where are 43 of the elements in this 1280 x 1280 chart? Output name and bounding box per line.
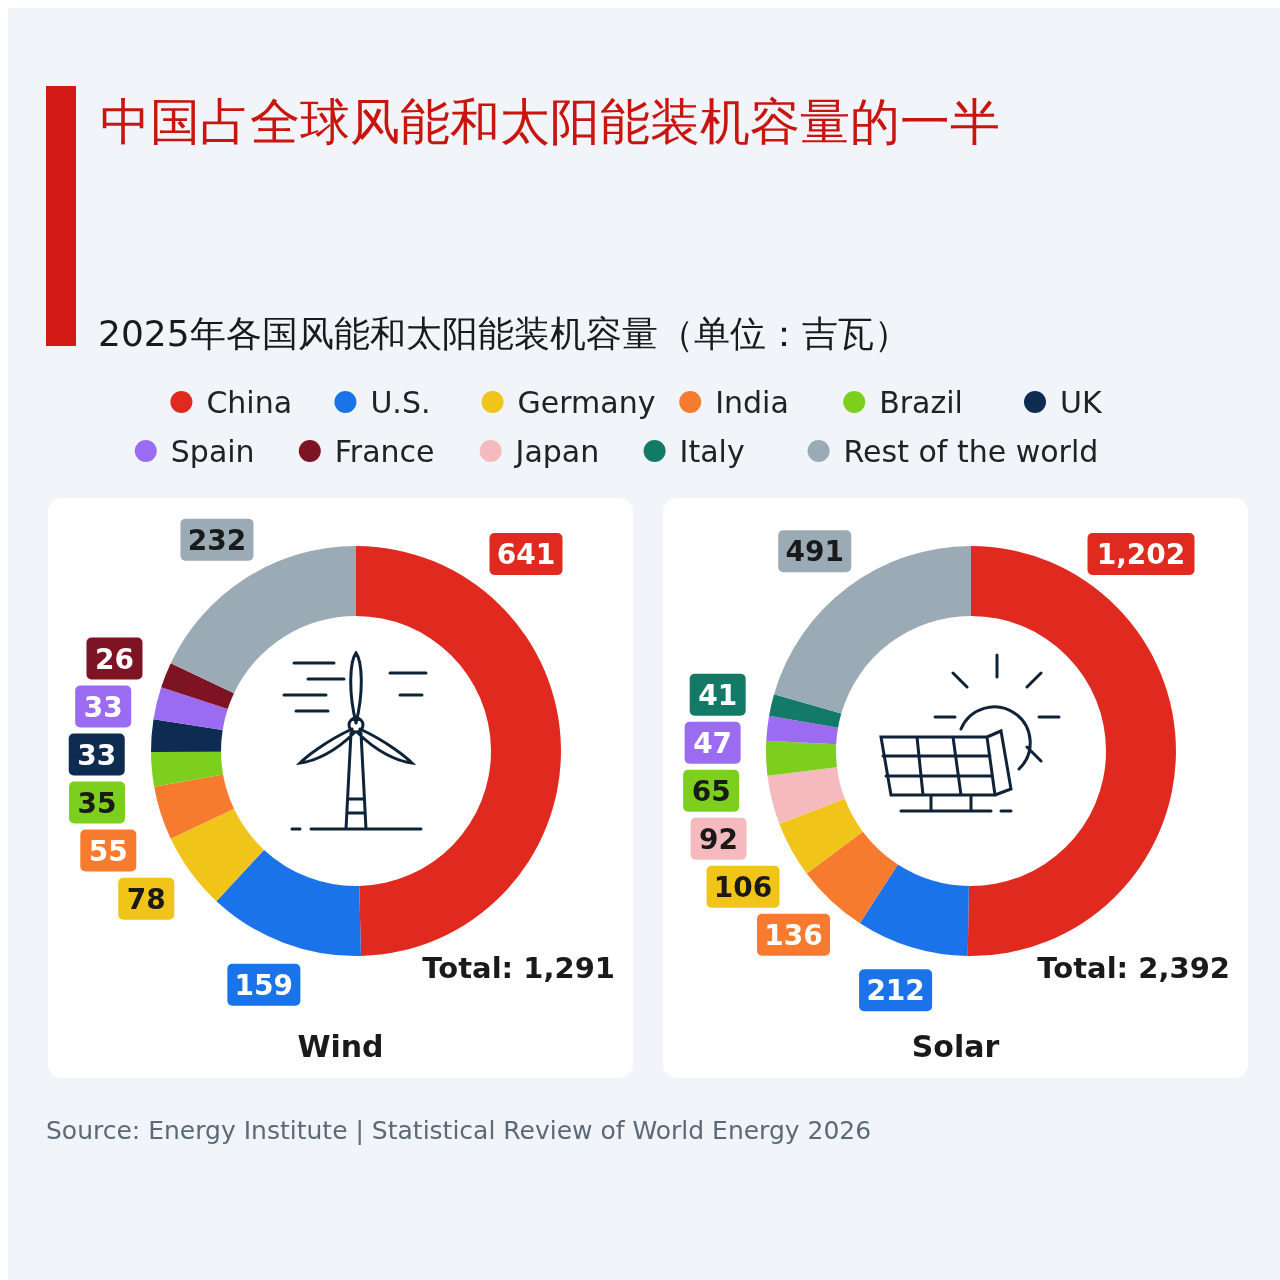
legend-label: Rest of the world bbox=[843, 433, 1099, 469]
donut-slice bbox=[766, 740, 837, 776]
legend-label: Japan bbox=[513, 433, 600, 469]
data-label: 65 bbox=[691, 774, 731, 808]
legend-label: India bbox=[715, 384, 789, 420]
data-label: 232 bbox=[187, 523, 247, 557]
source-note: Source: Energy Institute | Statistical Review of World Energy 2026 bbox=[46, 1116, 872, 1145]
text: Solar bbox=[911, 1028, 1000, 1064]
data-label: 1,202 bbox=[1096, 538, 1186, 572]
data-label: 41 bbox=[698, 678, 738, 712]
legend-label: Brazil bbox=[879, 384, 963, 420]
data-label: 78 bbox=[126, 882, 166, 916]
text: Wind bbox=[297, 1028, 384, 1064]
data-label: 136 bbox=[764, 918, 823, 952]
legend-label: U.S. bbox=[370, 384, 431, 420]
data-label: 641 bbox=[496, 538, 556, 572]
chart-title: 中国占全球风能和太阳能装机容量的一半 bbox=[100, 93, 1000, 151]
data-label: 212 bbox=[866, 974, 925, 1008]
chart-subtitle: 2025年各国风能和太阳能装机容量（单位：吉瓦） bbox=[98, 313, 910, 354]
donut-slice bbox=[766, 715, 839, 745]
data-label: 106 bbox=[713, 870, 773, 904]
data-label: 33 bbox=[77, 738, 117, 772]
donut-slice bbox=[779, 798, 863, 874]
donut-slice bbox=[806, 831, 898, 924]
donut-slice bbox=[767, 767, 845, 824]
data-label: 33 bbox=[83, 690, 123, 724]
legend-label: France bbox=[334, 433, 435, 469]
text: Total: 2,392 bbox=[1037, 951, 1230, 985]
data-label: 47 bbox=[693, 726, 733, 760]
data-label: 35 bbox=[77, 786, 117, 820]
data-label: 92 bbox=[699, 822, 739, 856]
legend-label: China bbox=[206, 384, 293, 420]
data-label: 55 bbox=[88, 834, 128, 868]
legend-label: Spain bbox=[170, 433, 255, 469]
data-label: 491 bbox=[785, 535, 844, 569]
legend-label: Germany bbox=[517, 384, 656, 420]
data-label: 159 bbox=[234, 968, 294, 1002]
legend-label: Italy bbox=[679, 433, 745, 469]
donut-slice bbox=[769, 694, 842, 728]
data-label: 26 bbox=[95, 642, 134, 676]
donut-slice bbox=[859, 864, 969, 956]
legend-label: UK bbox=[1060, 384, 1103, 420]
text: Total: 1,291 bbox=[422, 951, 615, 985]
